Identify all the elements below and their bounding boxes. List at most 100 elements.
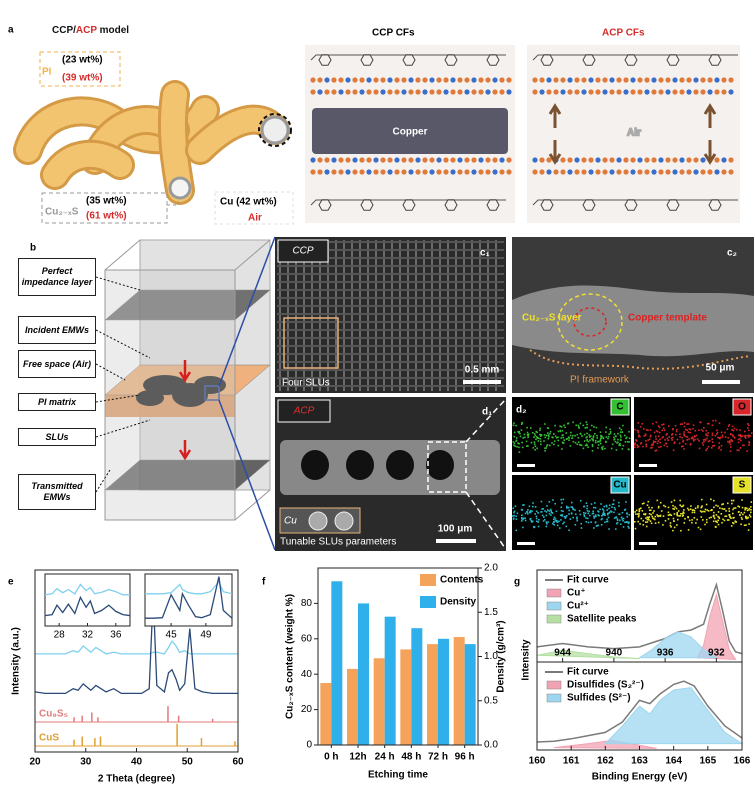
- eds-dot: [728, 423, 731, 426]
- atom: [567, 77, 573, 83]
- eds-dot: [706, 447, 708, 450]
- eds-dot: [697, 526, 700, 529]
- atom: [700, 89, 706, 95]
- eds-dot: [627, 522, 630, 525]
- atom: [387, 77, 393, 83]
- eds-dot: [747, 516, 749, 519]
- eds-dot: [597, 514, 600, 516]
- eds-dot: [670, 501, 673, 503]
- eds-dot: [614, 435, 617, 437]
- eds-dot: [637, 445, 640, 448]
- bar: [453, 637, 465, 745]
- atom: [532, 89, 538, 95]
- eds-dot: [611, 506, 613, 508]
- eds-dot: [682, 511, 685, 513]
- atom: [471, 77, 477, 83]
- wave-arrow: [178, 440, 192, 461]
- eds-dot: [626, 516, 629, 518]
- atom: [546, 89, 552, 95]
- eds-dot: [548, 435, 550, 438]
- eds-dot: [744, 430, 746, 433]
- atom: [637, 157, 643, 163]
- eds-dot: [548, 510, 550, 512]
- atom: [324, 169, 330, 175]
- atom: [686, 157, 692, 163]
- eds-dot: [684, 517, 686, 520]
- eds-dot: [717, 523, 720, 526]
- eds-dot: [515, 515, 517, 518]
- atom: [352, 89, 358, 95]
- x-tick-label: 165: [699, 756, 716, 767]
- eds-dot: [708, 422, 710, 425]
- eds-dot: [706, 434, 709, 437]
- eds-dot: [681, 512, 684, 515]
- eds-dot: [690, 437, 693, 440]
- eds-dot: [621, 518, 624, 520]
- eds-dot: [606, 518, 608, 521]
- eds-dot: [676, 511, 679, 514]
- eds-dot: [609, 432, 612, 435]
- eds-dot: [602, 513, 604, 516]
- atom: [331, 89, 337, 95]
- eds-dot: [680, 423, 682, 425]
- eds-dot: [671, 439, 673, 441]
- eds-dot: [687, 516, 689, 519]
- eds-dot: [559, 527, 561, 529]
- atom: [721, 169, 727, 175]
- eds-dot: [570, 506, 572, 508]
- label: Copper: [393, 127, 428, 138]
- atom: [560, 169, 566, 175]
- eds-dot: [683, 422, 686, 424]
- eds-dot: [537, 512, 539, 514]
- eds-dot: [594, 433, 596, 435]
- eds-dot: [588, 510, 590, 513]
- eds-dot: [609, 428, 611, 431]
- eds-dot: [677, 518, 679, 521]
- eds-dot: [663, 429, 666, 432]
- x-tick-label: 936: [657, 648, 674, 659]
- eds-dot: [682, 504, 685, 507]
- eds-dot: [516, 445, 518, 448]
- atom: [457, 77, 463, 83]
- atom: [345, 157, 351, 163]
- eds-dot: [610, 510, 612, 512]
- atom: [714, 89, 720, 95]
- eds-dot: [618, 444, 620, 446]
- eds-dot: [700, 506, 703, 509]
- eds-dot: [741, 506, 744, 509]
- eds-dot: [672, 449, 675, 452]
- atom: [457, 169, 463, 175]
- eds-dot: [620, 516, 623, 519]
- layer-ring: [557, 293, 623, 351]
- tube-end: [260, 115, 290, 145]
- eds-dot: [635, 440, 638, 442]
- atom: [324, 89, 330, 95]
- atom: [436, 169, 442, 175]
- eds-dot: [716, 433, 718, 435]
- eds-dot: [625, 521, 628, 523]
- eds-dot: [657, 440, 660, 442]
- eds-dot: [521, 514, 523, 516]
- eds-dot: [740, 523, 742, 526]
- eds-dot: [693, 511, 696, 514]
- eds-dot: [579, 513, 582, 516]
- eds-dot: [683, 512, 685, 514]
- ring: [444, 199, 458, 211]
- pattern-line: [35, 640, 238, 655]
- wave-arrow: [178, 360, 192, 383]
- eds-dot: [558, 520, 560, 523]
- eds-dot: [568, 509, 570, 512]
- atom: [436, 157, 442, 163]
- eds-dot: [729, 516, 731, 518]
- eds-dot: [705, 433, 707, 435]
- eds-dot: [599, 438, 602, 440]
- eds-dot: [553, 433, 555, 435]
- eds-dot: [721, 503, 723, 506]
- eds-dot: [659, 501, 662, 504]
- eds-dot: [581, 435, 583, 437]
- eds-dot: [560, 426, 563, 428]
- label: 0.5 mm: [465, 365, 500, 376]
- eds-dot: [595, 525, 598, 527]
- eds-dot: [606, 509, 608, 511]
- eds-dot: [554, 520, 557, 522]
